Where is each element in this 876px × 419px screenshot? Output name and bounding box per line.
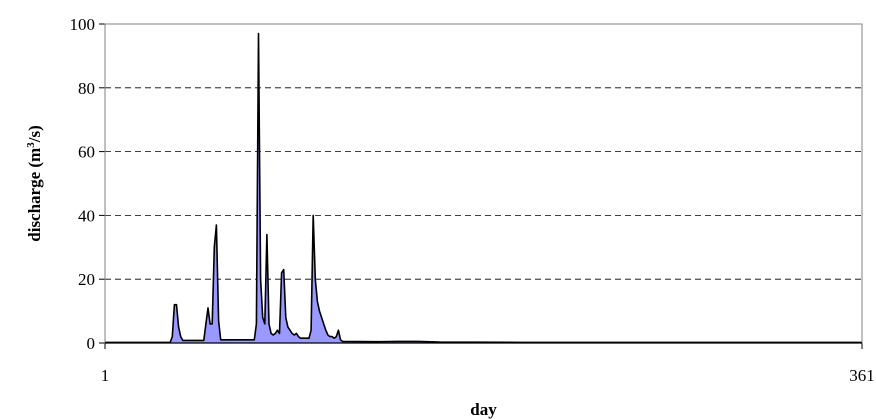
y-tick-label: 100 — [70, 15, 96, 34]
y-tick-label: 80 — [78, 79, 95, 98]
y-axis-title-tail: /s) — [25, 125, 44, 143]
y-tick-label: 20 — [78, 270, 95, 289]
y-axis-title-superscript: 3 — [25, 142, 37, 148]
x-tick-label: 361 — [849, 366, 875, 385]
discharge-line — [105, 32, 862, 344]
y-tick-label: 60 — [78, 143, 95, 162]
grid-lines — [105, 87, 862, 280]
y-tick-labels: 0 20 40 60 80 100 — [70, 15, 105, 353]
y-axis-title: discharge (m3/s) — [25, 125, 44, 241]
y-tick-label: 40 — [78, 206, 95, 225]
x-tick-labels: 1 361 — [101, 343, 875, 385]
x-axis-title: day — [470, 400, 497, 419]
y-tick-label: 0 — [87, 334, 96, 353]
y-axis-title-main: discharge (m — [25, 148, 44, 242]
x-tick-label: 1 — [101, 366, 110, 385]
